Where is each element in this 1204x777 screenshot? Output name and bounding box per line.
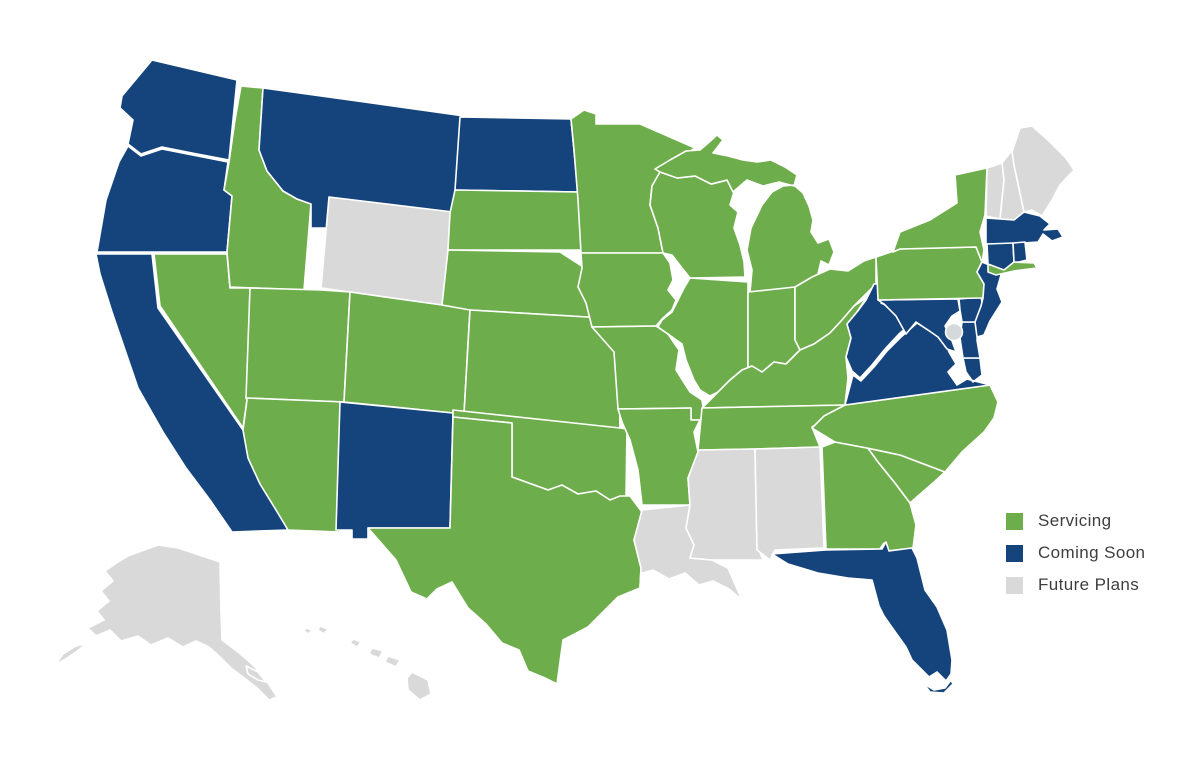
legend-item-coming-soon: Coming Soon: [1006, 543, 1145, 563]
state-texas: [367, 416, 643, 685]
state-mississippi: [685, 448, 764, 561]
state-arkansas: [617, 407, 701, 506]
state-florida: [771, 541, 954, 694]
legend-label-servicing: Servicing: [1038, 511, 1112, 530]
state-michigan: [654, 134, 835, 293]
state-maine: [1011, 125, 1075, 217]
legend-label-future-plans: Future Plans: [1038, 575, 1140, 594]
state-california: [95, 253, 289, 533]
state-new-mexico: [335, 401, 454, 540]
state-north-dakota: [454, 116, 579, 193]
legend-label-coming-soon: Coming Soon: [1038, 543, 1146, 562]
state-iowa: [577, 252, 677, 328]
state-pennsylvania: [875, 246, 985, 301]
state-wyoming: [320, 196, 454, 306]
servicing-swatch-icon: [1006, 512, 1023, 530]
state-montana: [258, 87, 465, 229]
coming-soon-swatch-icon: [1006, 544, 1023, 562]
state-new-jersey: [974, 261, 1003, 338]
state-alabama: [754, 446, 825, 561]
state-hawaii: [303, 625, 432, 701]
legend-item-future-plans: Future Plans: [1006, 575, 1145, 595]
state-north-carolina: [811, 384, 999, 473]
state-rhode-island: [1012, 241, 1028, 263]
state-oregon: [96, 145, 233, 253]
dc-marker: [944, 322, 964, 342]
state-utah: [245, 287, 351, 403]
state-kentucky: [701, 297, 867, 409]
state-washington: [119, 59, 238, 161]
state-south-dakota: [447, 189, 587, 251]
legend-item-servicing: Servicing: [1006, 511, 1145, 531]
legend: Servicing Coming Soon Future Plans: [1006, 511, 1145, 595]
state-colorado: [343, 291, 471, 415]
future-plans-swatch-icon: [1006, 576, 1023, 594]
state-alaska: [55, 544, 278, 701]
state-connecticut: [986, 242, 1015, 271]
